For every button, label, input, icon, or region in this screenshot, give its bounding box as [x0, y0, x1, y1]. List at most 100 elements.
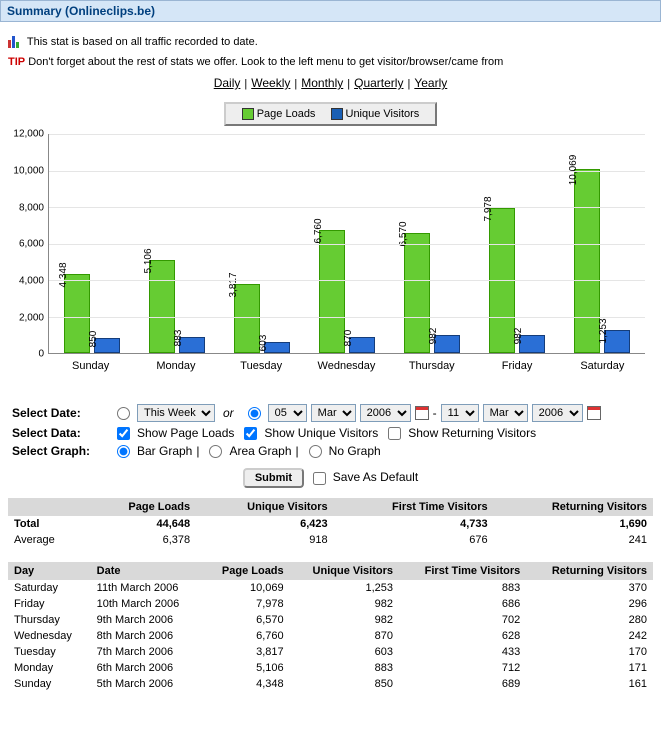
period-link-daily[interactable]: Daily	[214, 76, 241, 90]
grid-line	[49, 207, 645, 208]
show-unique-label: Show Unique Visitors	[264, 426, 378, 440]
bar-value-label: 6,760	[313, 218, 326, 243]
year2-select[interactable]: 2006	[532, 404, 583, 422]
table-cell: 676	[334, 532, 494, 548]
table-cell: 161	[526, 676, 653, 692]
table-cell: 918	[196, 532, 334, 548]
table-cell: 242	[526, 628, 653, 644]
day2-select[interactable]: 11	[441, 404, 479, 422]
show-pageloads-checkbox[interactable]	[117, 427, 130, 440]
month2-select[interactable]: Mar	[483, 404, 528, 422]
table-cell: 370	[526, 580, 653, 596]
table-cell: 883	[399, 580, 526, 596]
legend-swatch-pageloads	[242, 108, 254, 120]
bar-value-label: 850	[88, 330, 101, 347]
table-cell: 6,760	[202, 628, 289, 644]
table-header: Date	[91, 562, 203, 580]
date-mode-range-radio[interactable]	[248, 407, 261, 420]
table-cell: 6,570	[202, 612, 289, 628]
table-row: Friday10th March 20067,978982686296	[8, 596, 653, 612]
period-sep: |	[244, 78, 247, 90]
or-text: or	[223, 406, 234, 420]
table-cell: Saturday	[8, 580, 91, 596]
x-label: Friday	[474, 356, 559, 372]
chart-plot: 4,3488505,1068833,8176036,7608706,570982…	[48, 134, 645, 354]
period-link-weekly[interactable]: Weekly	[251, 76, 290, 90]
bar-chart: 02,0004,0006,0008,00010,00012,000 4,3488…	[48, 134, 645, 394]
day1-select[interactable]: 05	[268, 404, 307, 422]
table-cell: 11th March 2006	[91, 580, 203, 596]
select-graph-row: Select Graph: Bar Graph | Area Graph | N…	[12, 444, 649, 458]
y-tick: 10,000	[13, 165, 44, 176]
table-cell: 280	[526, 612, 653, 628]
area-graph-label: Area Graph	[229, 444, 291, 458]
date-mode-thisweek-radio[interactable]	[117, 407, 130, 420]
y-tick: 8,000	[19, 202, 44, 213]
show-returning-checkbox[interactable]	[388, 427, 401, 440]
bar-value-label: 4,348	[58, 262, 71, 287]
no-graph-radio[interactable]	[309, 445, 322, 458]
table-cell: 982	[290, 612, 399, 628]
area-graph-radio[interactable]	[209, 445, 222, 458]
table-cell: Monday	[8, 660, 91, 676]
year1-select[interactable]: 2006	[360, 404, 411, 422]
calendar-icon[interactable]	[587, 406, 601, 420]
select-data-label: Select Data:	[12, 426, 107, 440]
table-header: First Time Visitors	[399, 562, 526, 580]
bar-value-label: 982	[428, 328, 441, 345]
table-cell: 8th March 2006	[91, 628, 203, 644]
period-sep: |	[407, 78, 410, 90]
bar-unique: 603	[264, 342, 290, 353]
bar-pageloads: 4,348	[64, 274, 90, 353]
table-cell: 870	[290, 628, 399, 644]
submit-button[interactable]: Submit	[243, 468, 304, 488]
y-tick: 12,000	[13, 129, 44, 140]
bar-value-label: 1,253	[598, 319, 611, 344]
table-cell: 982	[290, 596, 399, 612]
bar-unique: 982	[519, 335, 545, 353]
legend-swatch-unique	[331, 108, 343, 120]
calendar-icon[interactable]	[415, 406, 429, 420]
table-header: Page Loads	[202, 562, 289, 580]
y-tick: 6,000	[19, 239, 44, 250]
grid-line	[49, 134, 645, 135]
table-row: Sunday5th March 20064,348850689161	[8, 676, 653, 692]
bar-unique: 883	[179, 337, 205, 353]
x-label: Tuesday	[219, 356, 304, 372]
bar-unique: 1,253	[604, 330, 630, 353]
summary-table: Page LoadsUnique VisitorsFirst Time Visi…	[8, 498, 653, 548]
table-cell: 6,378	[86, 532, 196, 548]
period-link-monthly[interactable]: Monthly	[301, 76, 343, 90]
period-sep: |	[347, 78, 350, 90]
table-header: First Time Visitors	[334, 498, 494, 516]
table-cell: 712	[399, 660, 526, 676]
detail-table: DayDatePage LoadsUnique VisitorsFirst Ti…	[8, 562, 653, 692]
table-cell: 883	[290, 660, 399, 676]
x-label: Wednesday	[304, 356, 389, 372]
table-cell: 5,106	[202, 660, 289, 676]
period-link-yearly[interactable]: Yearly	[414, 76, 447, 90]
save-default-checkbox[interactable]	[313, 472, 326, 485]
table-header: Unique Visitors	[196, 498, 334, 516]
grid-line	[49, 171, 645, 172]
table-cell: 628	[399, 628, 526, 644]
table-cell: Thursday	[8, 612, 91, 628]
this-week-select[interactable]: This Week	[137, 404, 215, 422]
bar-value-label: 883	[173, 330, 186, 347]
table-row: Wednesday8th March 20066,760870628242	[8, 628, 653, 644]
tip-label: TIP	[8, 56, 25, 68]
show-unique-checkbox[interactable]	[244, 427, 257, 440]
table-cell: 10th March 2006	[91, 596, 203, 612]
table-cell: 689	[399, 676, 526, 692]
month1-select[interactable]: Mar	[311, 404, 356, 422]
table-cell: 296	[526, 596, 653, 612]
x-label: Monday	[133, 356, 218, 372]
bar-pageloads: 6,760	[319, 230, 345, 353]
period-link-quarterly[interactable]: Quarterly	[354, 76, 403, 90]
table-header: Page Loads	[86, 498, 196, 516]
bar-pageloads: 10,069	[574, 169, 600, 353]
table-cell: 7,978	[202, 596, 289, 612]
total-label: Total	[8, 516, 86, 532]
bar-graph-radio[interactable]	[117, 445, 130, 458]
table-cell: 9th March 2006	[91, 612, 203, 628]
